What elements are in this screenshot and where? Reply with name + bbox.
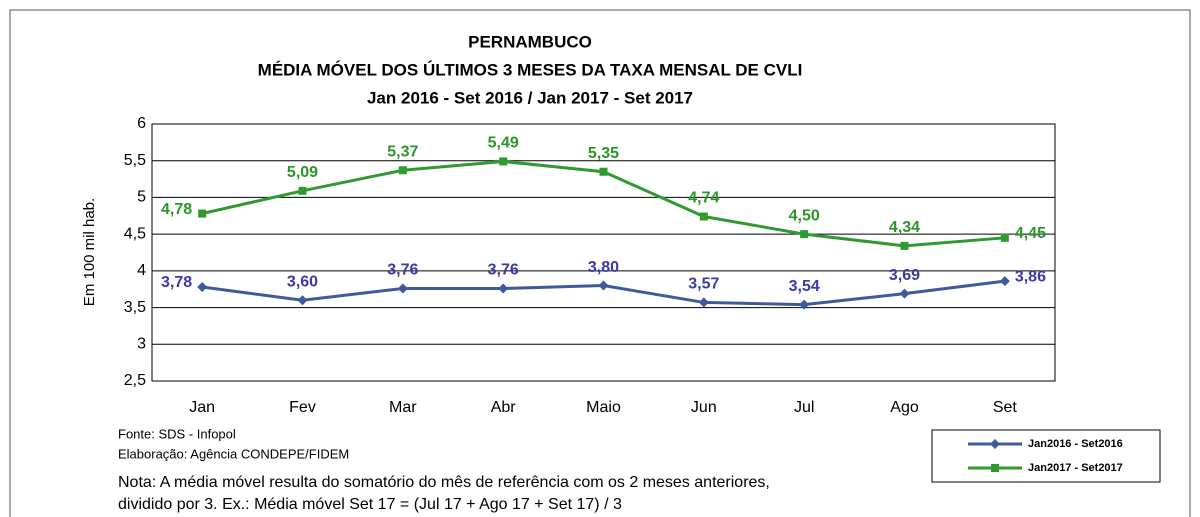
marker <box>991 464 999 472</box>
marker <box>297 295 308 306</box>
marker <box>990 439 1000 449</box>
note: Elaboração: Agência CONDEPE/FIDEM <box>118 446 349 461</box>
chart-subtitle: Jan 2016 - Set 2016 / Jan 2017 - Set 201… <box>367 88 693 107</box>
data-label: 5,49 <box>488 135 519 152</box>
data-label: 5,37 <box>387 143 418 160</box>
y-tick-label: 3,5 <box>124 299 146 316</box>
marker <box>899 288 910 299</box>
legend <box>931 429 1161 483</box>
data-label: 3,86 <box>1015 268 1046 285</box>
data-label: 4,74 <box>688 190 719 207</box>
note: dividido por 3. Ex.: Média móvel Set 17 … <box>118 496 622 513</box>
x-tick-label: Jul <box>794 399 814 416</box>
x-tick-label: Mar <box>389 399 417 416</box>
marker <box>598 280 609 291</box>
marker <box>599 167 608 176</box>
data-label: 3,76 <box>387 262 418 279</box>
data-label: 3,78 <box>161 274 192 291</box>
chart-title: PERNAMBUCO <box>468 32 592 51</box>
y-tick-label: 5 <box>137 189 146 206</box>
legend-label: Jan2017 - Set2017 <box>1028 462 1123 474</box>
y-tick-label: 5,5 <box>124 152 146 169</box>
x-tick-label: Abr <box>491 399 517 416</box>
data-label: 5,35 <box>588 145 619 162</box>
data-label: 3,57 <box>688 276 719 293</box>
y-axis-label: Em 100 mil hab. <box>81 198 98 306</box>
y-tick-label: 4,5 <box>124 225 146 242</box>
y-tick-label: 4 <box>137 262 146 279</box>
data-label: 3,54 <box>789 278 820 295</box>
note: Fonte: SDS - Infopol <box>118 426 236 441</box>
data-label: 3,69 <box>889 267 920 284</box>
data-label: 3,60 <box>287 273 318 290</box>
marker <box>499 157 508 166</box>
x-tick-label: Jan <box>189 399 215 416</box>
chart-subtitle: MÉDIA MÓVEL DOS ÚLTIMOS 3 MESES DA TAXA … <box>258 60 803 79</box>
y-tick-label: 6 <box>137 115 146 132</box>
marker <box>298 186 307 195</box>
y-tick-label: 2,5 <box>124 372 146 389</box>
x-tick-label: Ago <box>890 399 919 416</box>
data-label: 4,34 <box>889 219 920 236</box>
marker <box>800 230 809 239</box>
legend-label: Jan2016 - Set2016 <box>1028 438 1123 450</box>
marker <box>900 241 909 250</box>
data-label: 3,80 <box>588 259 619 276</box>
x-tick-label: Jun <box>691 399 717 416</box>
marker <box>698 297 709 308</box>
marker <box>999 276 1010 287</box>
y-tick-label: 3 <box>137 336 146 353</box>
note: Nota: A média móvel resulta do somatório… <box>118 474 770 491</box>
marker <box>799 299 810 310</box>
marker <box>198 209 207 218</box>
data-label: 4,45 <box>1015 225 1046 242</box>
x-tick-label: Set <box>993 399 1018 416</box>
marker <box>398 166 407 175</box>
data-label: 4,78 <box>161 201 192 218</box>
marker <box>197 282 208 293</box>
marker <box>397 283 408 294</box>
marker <box>699 212 708 221</box>
data-label: 3,76 <box>488 262 519 279</box>
data-label: 4,50 <box>789 207 820 224</box>
x-tick-label: Fev <box>289 399 316 416</box>
data-label: 5,09 <box>287 164 318 181</box>
marker <box>498 283 509 294</box>
x-tick-label: Maio <box>586 399 621 416</box>
marker <box>1000 233 1009 242</box>
plot-area <box>151 123 1056 382</box>
